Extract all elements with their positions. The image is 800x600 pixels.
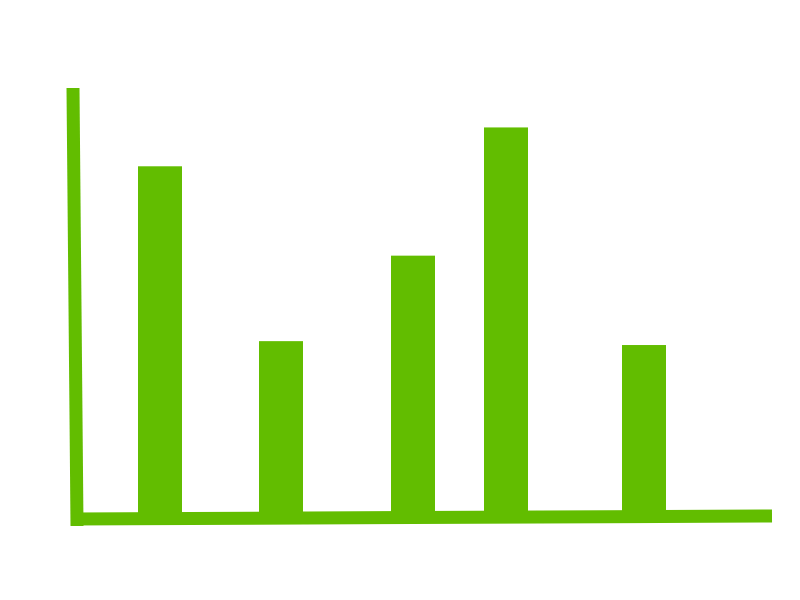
bar-3	[391, 255, 435, 520]
bar-5	[622, 345, 666, 520]
bar-2	[259, 341, 303, 520]
bar-4	[484, 127, 528, 520]
y-axis-line	[66, 87, 84, 527]
x-axis-line	[71, 509, 773, 526]
bar-1	[138, 166, 182, 521]
bars-layer	[138, 127, 666, 521]
